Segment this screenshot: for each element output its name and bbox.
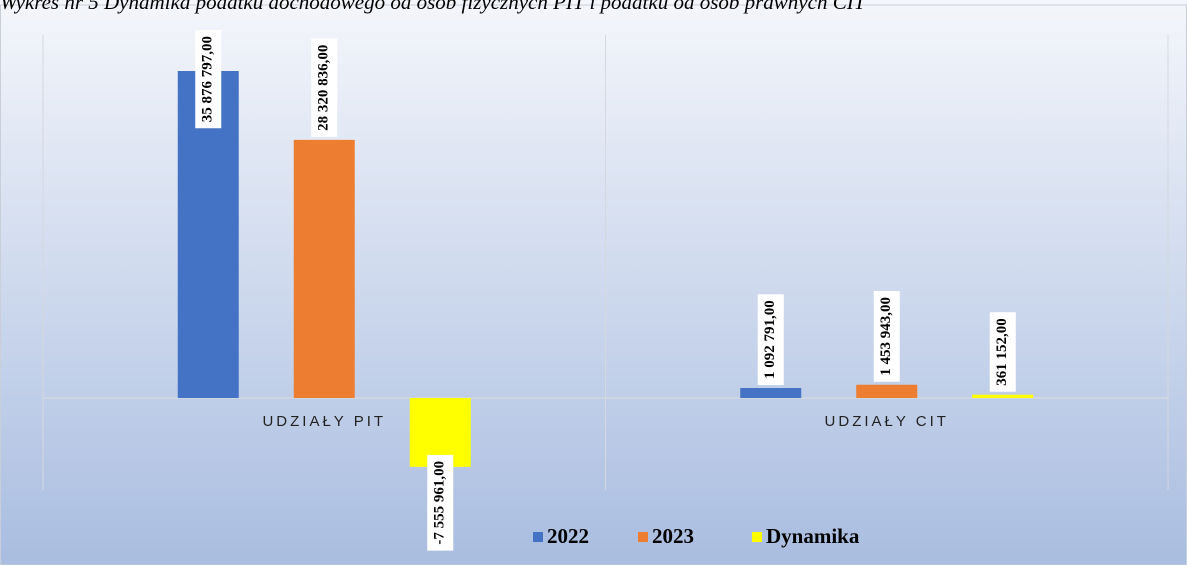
chart-title: Wykres nr 5 Dynamika podatku dochodowego… bbox=[0, 0, 867, 14]
value-label-group: 1 092 791,00 bbox=[757, 294, 784, 386]
legend-label: 2022 bbox=[547, 524, 589, 548]
bar bbox=[740, 388, 802, 398]
value-label-group: 361 152,00 bbox=[989, 312, 1016, 392]
bar bbox=[856, 384, 918, 398]
bar bbox=[972, 394, 1034, 398]
value-label: 28 320 836,00 bbox=[316, 45, 332, 131]
value-label-group: 28 320 836,00 bbox=[311, 38, 338, 137]
value-label-bg bbox=[427, 454, 454, 551]
value-label: 361 152,00 bbox=[994, 318, 1010, 386]
legend-label: Dynamika bbox=[766, 524, 860, 548]
legend-swatch bbox=[638, 532, 648, 542]
value-label: 1 092 791,00 bbox=[762, 300, 778, 379]
legend-swatch bbox=[752, 532, 762, 542]
value-label-group: 1 453 943,00 bbox=[873, 290, 900, 382]
value-label-bg bbox=[757, 294, 784, 386]
value-label: -7 555 961,00 bbox=[432, 461, 448, 545]
value-label-bg bbox=[989, 312, 1016, 392]
legend-label: 2023 bbox=[652, 524, 694, 548]
legend-swatch bbox=[533, 532, 543, 542]
value-label-bg bbox=[311, 38, 338, 137]
x-tick-label: UDZIAŁY PIT bbox=[262, 413, 386, 430]
value-label: 1 453 943,00 bbox=[878, 297, 894, 376]
value-label-bg bbox=[873, 290, 900, 382]
value-label-group: 35 876 797,00 bbox=[195, 30, 222, 129]
value-label-group: -7 555 961,00 bbox=[427, 454, 454, 551]
value-label-bg bbox=[195, 30, 222, 129]
bar bbox=[293, 139, 355, 398]
x-tick-label: UDZIAŁY CIT bbox=[825, 413, 949, 430]
value-label: 35 876 797,00 bbox=[200, 36, 216, 122]
